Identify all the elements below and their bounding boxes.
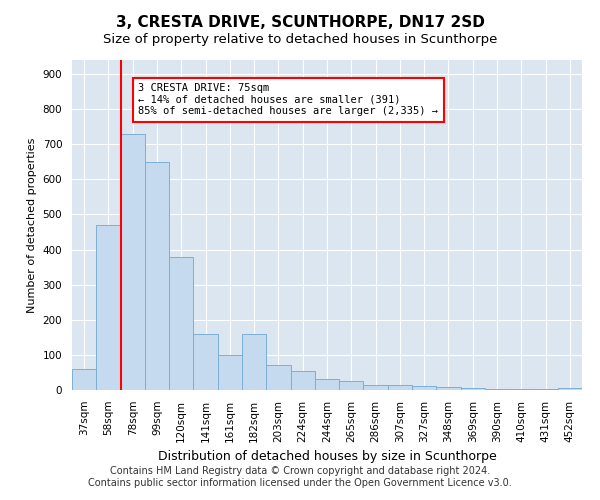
X-axis label: Distribution of detached houses by size in Scunthorpe: Distribution of detached houses by size … [158, 450, 496, 463]
Y-axis label: Number of detached properties: Number of detached properties [27, 138, 37, 312]
Bar [218, 355, 242, 390]
Bar [242, 334, 266, 390]
Bar [72, 369, 96, 390]
Bar [193, 334, 218, 390]
Text: Size of property relative to detached houses in Scunthorpe: Size of property relative to detached ho… [103, 32, 497, 46]
Bar [339, 381, 364, 390]
Bar [266, 366, 290, 390]
Bar [436, 387, 461, 390]
Bar [485, 388, 509, 390]
Bar [169, 256, 193, 390]
Bar [290, 370, 315, 390]
Bar [461, 388, 485, 390]
Bar [315, 380, 339, 390]
Bar [364, 384, 388, 390]
Bar [96, 225, 121, 390]
Text: 3, CRESTA DRIVE, SCUNTHORPE, DN17 2SD: 3, CRESTA DRIVE, SCUNTHORPE, DN17 2SD [116, 15, 484, 30]
Bar [558, 388, 582, 390]
Bar [145, 162, 169, 390]
Bar [388, 384, 412, 390]
Text: Contains HM Land Registry data © Crown copyright and database right 2024.
Contai: Contains HM Land Registry data © Crown c… [88, 466, 512, 487]
Text: 3 CRESTA DRIVE: 75sqm
← 14% of detached houses are smaller (391)
85% of semi-det: 3 CRESTA DRIVE: 75sqm ← 14% of detached … [139, 83, 438, 116]
Bar [121, 134, 145, 390]
Bar [412, 386, 436, 390]
